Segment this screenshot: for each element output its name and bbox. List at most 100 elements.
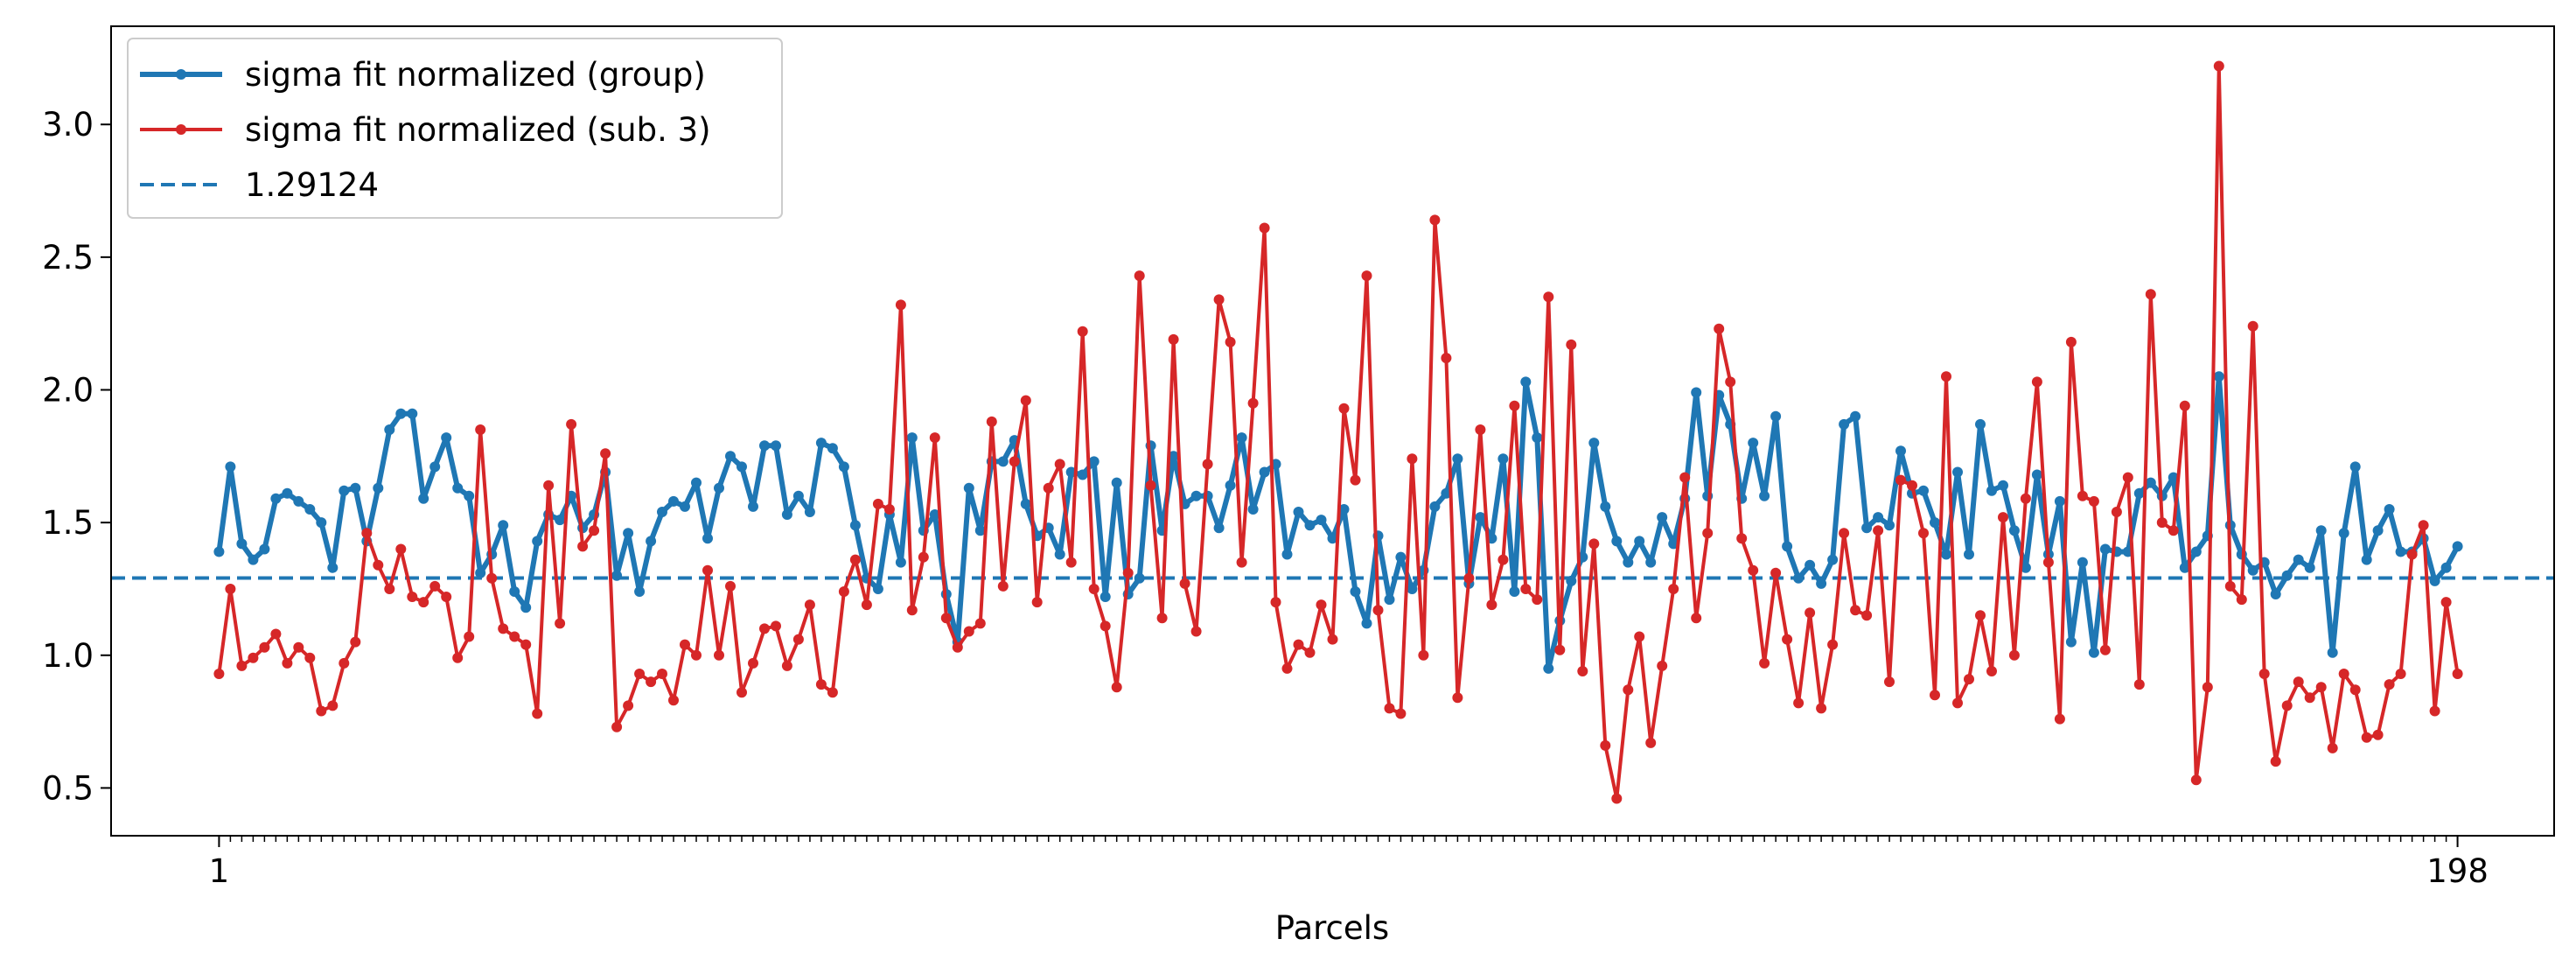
data-point [1588, 538, 1600, 550]
data-point [1941, 549, 1951, 560]
data-point [657, 507, 667, 517]
data-point [441, 592, 452, 602]
data-point [452, 482, 464, 494]
data-point [1327, 533, 1338, 544]
data-point [2031, 469, 2042, 480]
data-point [1452, 692, 1463, 704]
data-point [623, 528, 634, 539]
data-point [2361, 732, 2372, 743]
data-point [475, 424, 486, 435]
data-point [498, 623, 509, 634]
data-point [418, 597, 429, 608]
data-point [1714, 323, 1725, 334]
data-point [1861, 610, 1873, 621]
data-point [1770, 567, 1782, 578]
data-point [1668, 584, 1679, 594]
data-point [861, 599, 872, 611]
data-point [464, 631, 475, 642]
data-point [304, 652, 316, 663]
data-point [1657, 512, 1668, 523]
data-point [2065, 336, 2077, 347]
data-point [1736, 533, 1748, 544]
data-point [2429, 575, 2440, 586]
data-point [668, 495, 679, 507]
data-point [1748, 564, 1759, 576]
data-point [2361, 554, 2372, 565]
data-point [714, 649, 724, 661]
data-point [1168, 451, 1179, 462]
legend: sigma fit normalized (group) sigma fit n… [127, 38, 783, 219]
data-point [736, 687, 747, 698]
data-point [1304, 647, 1316, 658]
data-point [1031, 597, 1043, 608]
data-point [725, 580, 736, 592]
data-point [1975, 418, 1986, 430]
data-point [781, 509, 792, 520]
data-point [2008, 649, 2020, 661]
data-point [997, 456, 1009, 467]
data-point [2054, 713, 2065, 725]
data-point [702, 564, 713, 576]
data-point [736, 461, 747, 473]
data-point [1554, 644, 1566, 655]
data-point [2168, 525, 2179, 536]
data-point [2145, 477, 2156, 488]
data-point [1247, 397, 1259, 409]
data-point [1930, 690, 1940, 701]
data-point [827, 687, 838, 698]
y-tick-label: 2.5 [42, 239, 94, 277]
data-point [1350, 474, 1361, 486]
data-point [555, 515, 566, 526]
data-point [1361, 618, 1372, 629]
data-point [691, 649, 702, 661]
data-point [1691, 387, 1702, 398]
data-point [2179, 400, 2190, 411]
data-point [952, 641, 963, 653]
data-point [1952, 697, 1963, 709]
data-point [293, 641, 304, 653]
data-point [2372, 525, 2384, 536]
data-point [1793, 697, 1805, 709]
data-point [2008, 525, 2020, 536]
data-point [748, 501, 758, 512]
data-point [2384, 679, 2395, 690]
data-point [475, 567, 486, 578]
data-point [2077, 557, 2088, 568]
data-point [1236, 432, 1247, 444]
data-point [1918, 485, 1929, 496]
data-point [1634, 536, 1645, 547]
data-point [2247, 564, 2258, 576]
data-point [929, 509, 940, 520]
data-point [2395, 546, 2406, 557]
data-point [339, 657, 350, 669]
data-point [748, 657, 758, 669]
data-point [1782, 634, 1793, 645]
data-point [532, 708, 543, 719]
data-point [213, 669, 225, 679]
data-point [2122, 472, 2133, 483]
data-point [566, 418, 577, 430]
data-point [2258, 669, 2270, 679]
data-point [1645, 557, 1657, 568]
data-point [1065, 557, 1077, 568]
data-point [1190, 490, 1202, 501]
data-point [1975, 610, 1986, 621]
data-point [225, 461, 236, 473]
data-point [1407, 584, 1418, 594]
data-point [2179, 562, 2190, 573]
data-point [929, 432, 940, 444]
data-point [1179, 578, 1190, 589]
data-point [1338, 403, 1350, 414]
data-point [771, 620, 781, 632]
data-point [2293, 676, 2304, 688]
data-point [2145, 289, 2156, 300]
data-point [883, 504, 895, 515]
data-point [407, 408, 418, 419]
data-point [1986, 485, 1997, 496]
data-point [963, 626, 974, 637]
data-point [1475, 512, 1486, 523]
data-point [2281, 700, 2293, 711]
data-point [225, 584, 236, 594]
data-point [2213, 60, 2224, 72]
data-point [2429, 705, 2440, 717]
